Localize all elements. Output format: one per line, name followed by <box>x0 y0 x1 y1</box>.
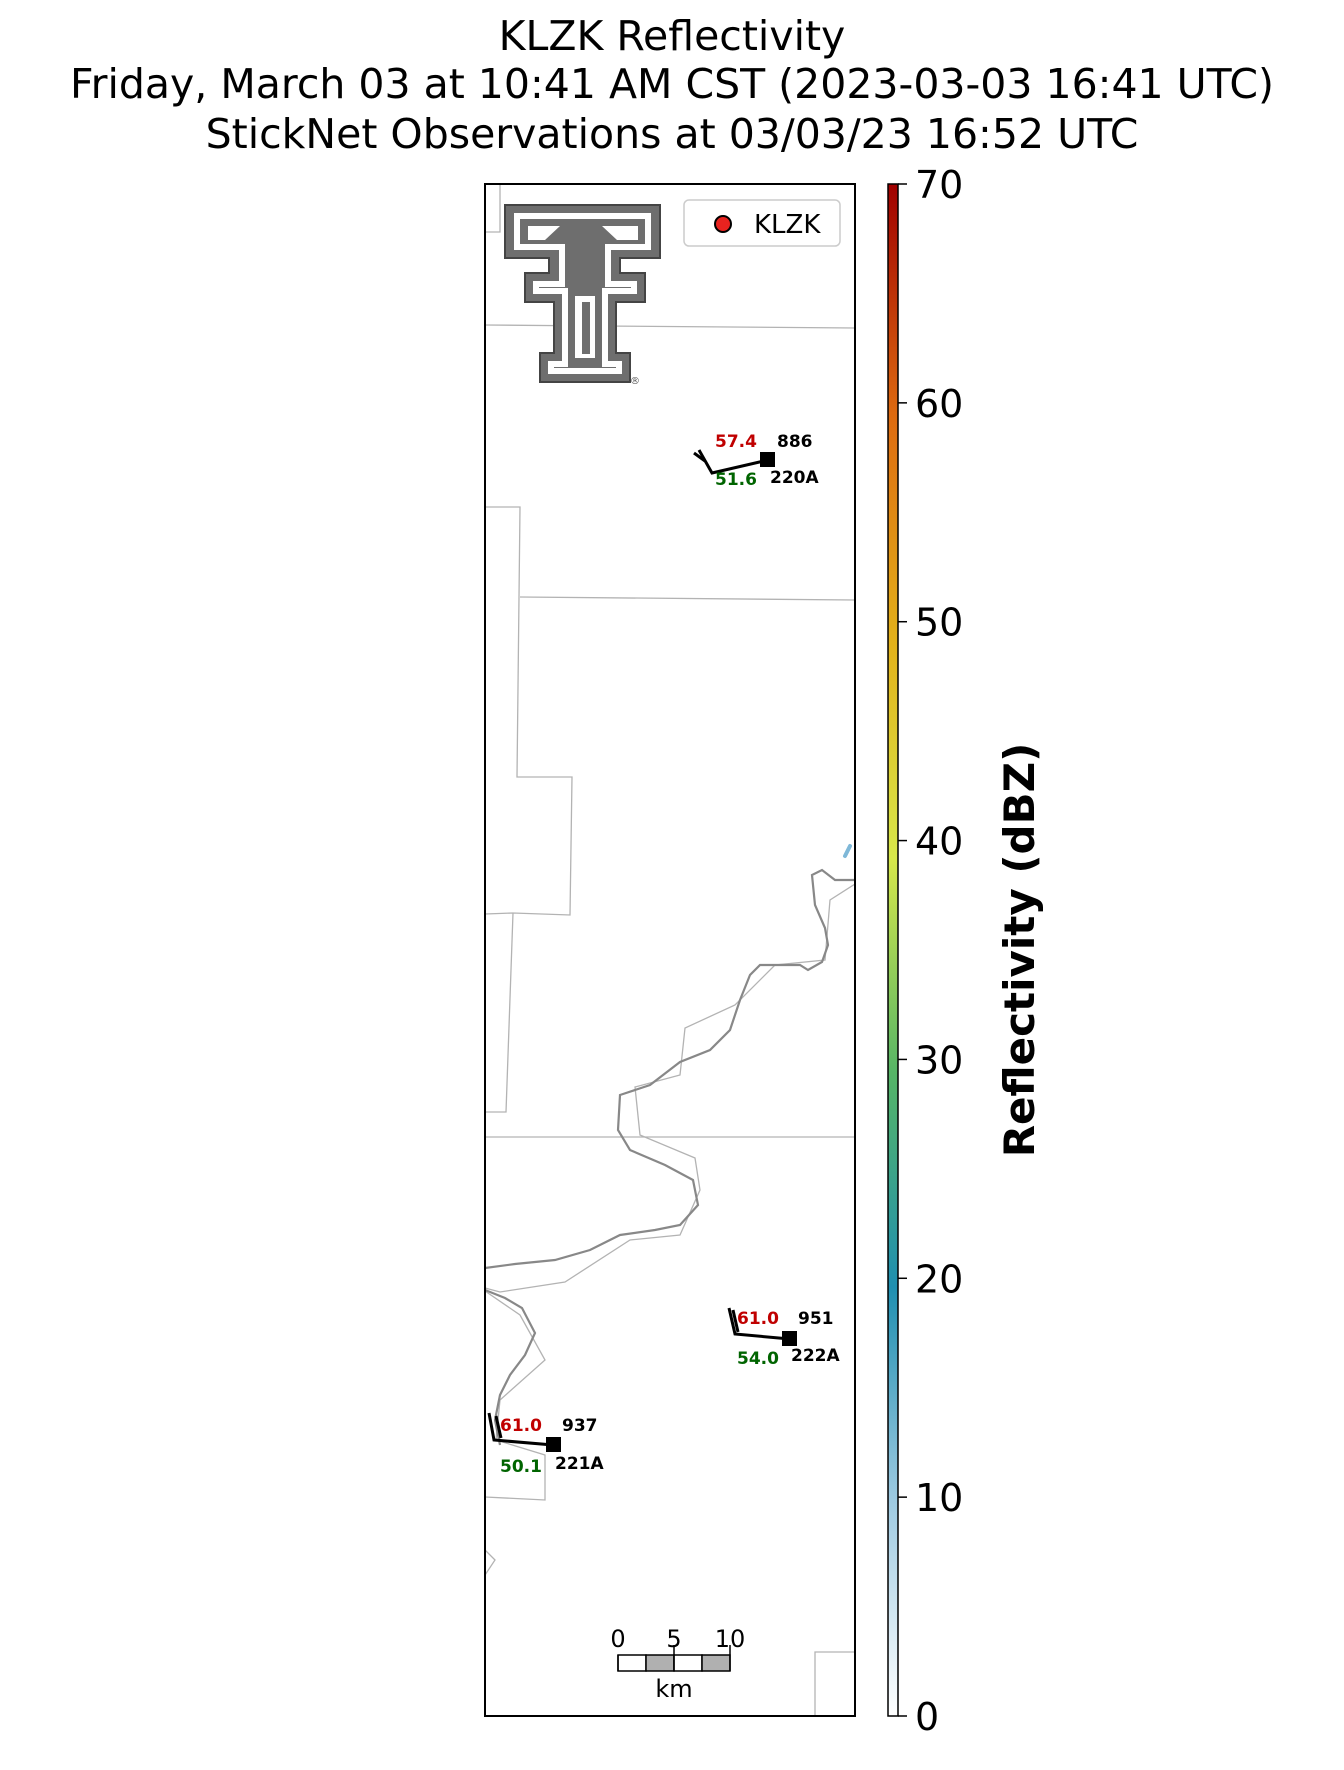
wind-barb-icon <box>697 449 769 475</box>
scale-tick-label: 0 <box>610 1625 625 1653</box>
station-pressure: 937 <box>562 1416 598 1436</box>
station-222a: 61.0 951 54.0 222A <box>727 1307 840 1369</box>
scale-segment <box>617 1654 647 1672</box>
station-marker-icon <box>760 452 775 467</box>
scale-bar: 0 5 10 km <box>610 1625 745 1703</box>
wind-barb-flag <box>693 451 706 463</box>
wind-barb-flag <box>494 1415 503 1439</box>
colorbar: 0 10 20 30 40 50 60 70 Reflectivity (dBZ) <box>887 163 1044 1739</box>
station-marker-icon <box>546 1437 561 1452</box>
colorbar-gradient <box>887 183 899 1717</box>
registered-mark: ® <box>630 376 640 387</box>
scale-unit: km <box>655 1675 692 1703</box>
state-border-river <box>485 868 855 1446</box>
colorbar-tick-label: 50 <box>915 601 963 645</box>
colorbar-tick-label: 30 <box>915 1038 963 1082</box>
station-dewpoint: 51.6 <box>715 470 757 490</box>
wind-barb-flag <box>731 1309 740 1333</box>
figure-subtitle-observations: StickNet Observations at 03/03/23 16:52 … <box>205 110 1139 158</box>
station-id: 221A <box>555 1454 604 1474</box>
colorbar-tick-label: 60 <box>915 382 963 426</box>
colorbar-label: Reflectivity (dBZ) <box>995 743 1044 1158</box>
wind-barb-icon <box>487 1412 554 1447</box>
colorbar-tick-label: 20 <box>915 1257 963 1301</box>
colorbar-ticks: 0 10 20 30 40 50 60 70 <box>898 163 963 1739</box>
map-frame <box>484 183 856 1717</box>
scale-segment <box>673 1654 703 1672</box>
legend-box <box>683 199 841 247</box>
echo-return <box>843 844 852 858</box>
scale-tick-label: 10 <box>715 1625 746 1653</box>
station-temperature: 57.4 <box>715 432 757 452</box>
station-dewpoint: 50.1 <box>500 1457 542 1477</box>
scale-segment <box>645 1654 675 1672</box>
colorbar-tick-label: 0 <box>915 1695 939 1739</box>
legend-label: KLZK <box>754 210 821 240</box>
map-panel <box>484 183 856 1717</box>
station-marker-icon <box>782 1331 797 1346</box>
figure-title: KLZK Reflectivity <box>498 12 846 60</box>
colorbar-tick-label: 70 <box>915 163 963 207</box>
wind-barb-icon <box>727 1307 791 1341</box>
map-background <box>485 184 855 1716</box>
station-temperature: 61.0 <box>500 1416 542 1436</box>
figure-subtitle-date: Friday, March 03 at 10:41 AM CST (2023-0… <box>70 60 1274 108</box>
colorbar-tick-label: 40 <box>915 820 963 864</box>
station-221a: 61.0 937 50.1 221A <box>487 1412 604 1477</box>
station-dewpoint: 54.0 <box>737 1349 779 1369</box>
station-pressure: 951 <box>798 1309 834 1329</box>
station-temperature: 61.0 <box>737 1309 779 1329</box>
station-id: 220A <box>770 468 819 488</box>
scale-tick-label: 5 <box>666 1625 681 1653</box>
colorbar-tick-label: 10 <box>915 1476 963 1520</box>
scale-segment <box>701 1654 731 1672</box>
station-220a: 57.4 886 51.6 220A <box>693 432 819 490</box>
legend: KLZK <box>683 199 841 247</box>
station-pressure: 886 <box>777 432 813 452</box>
klzk-marker-icon <box>714 215 732 233</box>
station-id: 222A <box>791 1346 840 1366</box>
texas-tech-double-t-logo: ® <box>504 204 661 387</box>
